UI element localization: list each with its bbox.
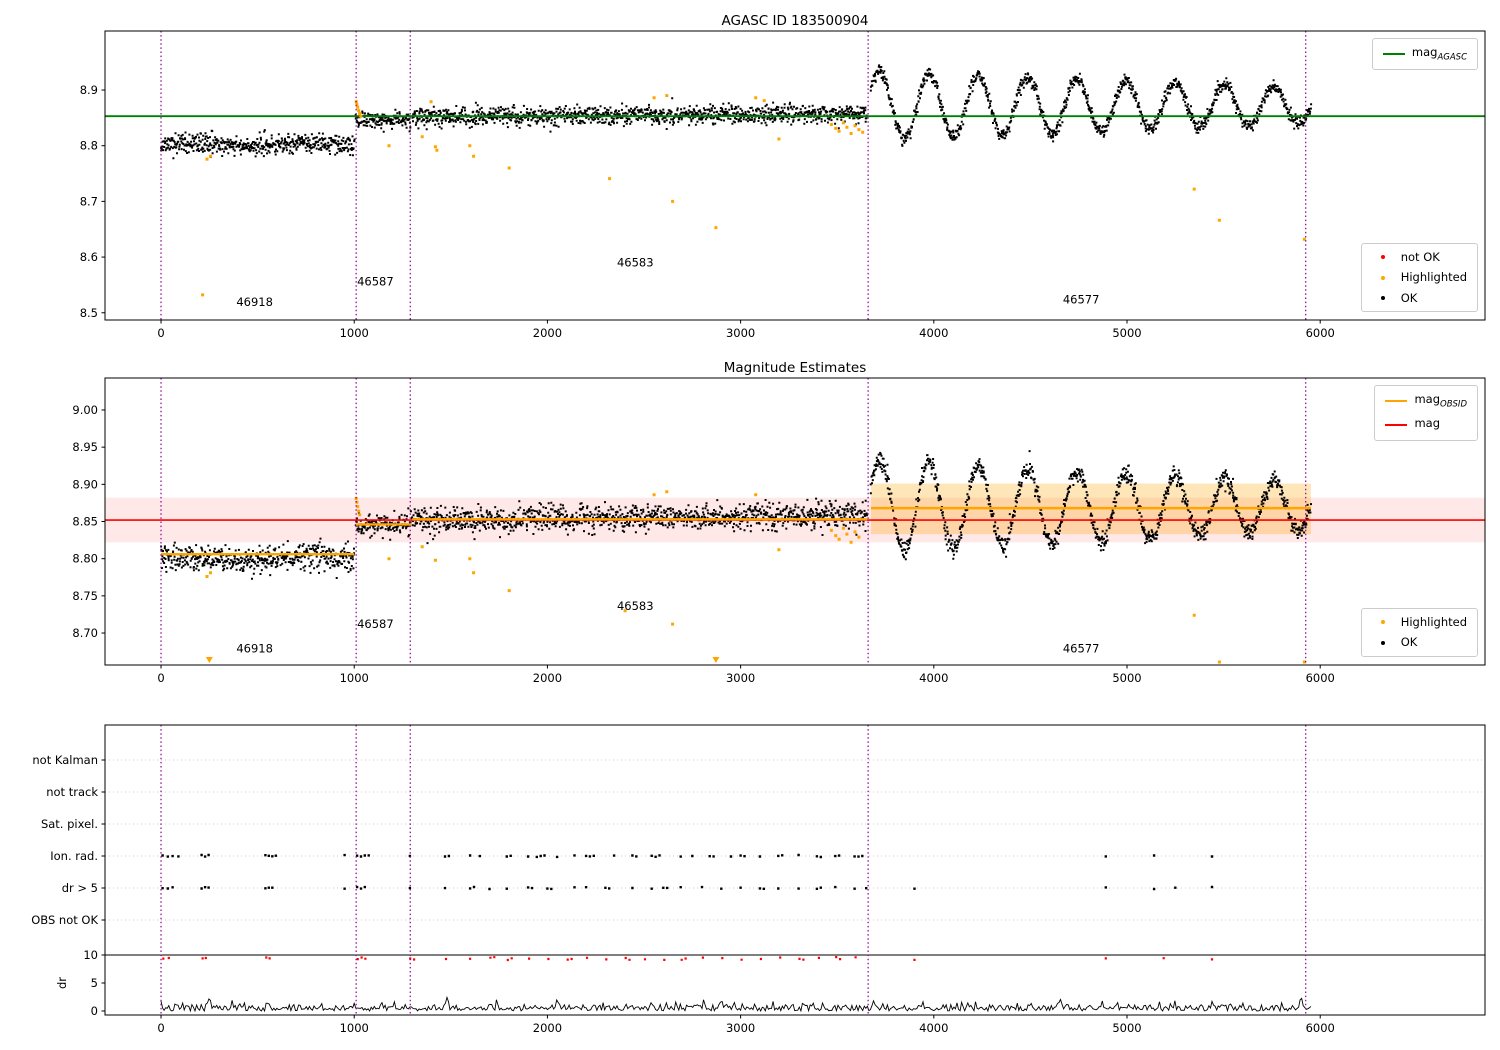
legend-label: magAGASC (1412, 45, 1467, 63)
svg-text:10: 10 (83, 948, 98, 962)
svg-text:46587: 46587 (357, 274, 394, 288)
legend-item-ok: OK (1372, 635, 1467, 649)
svg-text:1000: 1000 (340, 326, 369, 340)
highlighted-dot-swatch (1380, 620, 1385, 625)
svg-text:6000: 6000 (1306, 1021, 1335, 1035)
mag-agasc-line-swatch (1382, 52, 1405, 55)
highlighted-dot-swatch (1380, 275, 1385, 280)
mag-line-swatch (1385, 423, 1408, 426)
ok-dot-swatch (1380, 295, 1385, 300)
legend-label-text: not OK (1400, 250, 1440, 264)
not-ok-dot-swatch (1380, 255, 1385, 260)
plot2: 46918 46587 46583 46577 0 1000 2000 3000 4000 500… (72, 377, 1486, 685)
svg-text:5: 5 (91, 976, 98, 990)
legend-mag-agasc: magAGASC (1371, 38, 1478, 70)
legend-item-mag-obsid: magOBSID (1385, 392, 1467, 410)
legend-point-types-plot2: Highlighted OK (1360, 608, 1478, 657)
svg-text:46583: 46583 (617, 599, 654, 613)
svg-text:46577: 46577 (1063, 292, 1100, 306)
svg-text:1000: 1000 (340, 1021, 369, 1035)
svg-text:5000: 5000 (1112, 326, 1141, 340)
svg-text:4000: 4000 (919, 1021, 948, 1035)
svg-text:3000: 3000 (726, 671, 755, 685)
svg-text:0: 0 (91, 1004, 98, 1018)
legend-item-highlighted: Highlighted (1372, 270, 1467, 284)
mag-obsid-line-swatch (1385, 399, 1408, 402)
svg-text:9.00: 9.00 (72, 403, 98, 417)
legend-item-ok: OK (1372, 291, 1467, 305)
svg-text:8.6: 8.6 (80, 250, 98, 264)
legend-label-text: Highlighted (1400, 270, 1467, 285)
legend-item-highlighted: Highlighted (1372, 615, 1467, 629)
svg-text:Ion. rad.: Ion. rad. (50, 849, 98, 863)
svg-text:8.95: 8.95 (72, 440, 98, 454)
legend-label-text: OK (1400, 290, 1418, 305)
svg-text:0: 0 (157, 671, 164, 685)
legend-item-mag: mag (1385, 416, 1467, 434)
svg-text:46587: 46587 (357, 617, 394, 631)
svg-text:OBS not OK: OBS not OK (31, 913, 98, 927)
svg-text:dr > 5: dr > 5 (62, 881, 98, 895)
svg-text:46583: 46583 (617, 256, 654, 270)
svg-text:8.90: 8.90 (72, 477, 98, 491)
legend-item-mag-agasc: magAGASC (1382, 45, 1467, 63)
svg-text:2000: 2000 (533, 326, 562, 340)
plot1: 46918 46587 46583 46577 0 1000 2000 3000 4000 500… (80, 30, 1486, 340)
svg-text:not Kalman: not Kalman (32, 753, 98, 767)
svg-text:3000: 3000 (726, 326, 755, 340)
svg-text:Sat. pixel.: Sat. pixel. (41, 817, 98, 831)
legend-label-text: OK (1400, 635, 1418, 650)
plot2-title: Magnitude Estimates (723, 360, 867, 376)
plot1-title: AGASC ID 183500904 (721, 13, 869, 29)
legend-label-sub: OBSID (1440, 399, 1467, 410)
svg-text:3000: 3000 (726, 1021, 755, 1035)
plot3-flags: not Kalman not track Sat. pixel. Ion. rad. d… (31, 724, 1486, 1035)
svg-text:46918: 46918 (236, 641, 273, 655)
svg-text:6000: 6000 (1306, 326, 1335, 340)
legend-item-not-ok: not OK (1372, 250, 1467, 264)
svg-text:1000: 1000 (340, 671, 369, 685)
svg-text:2000: 2000 (533, 671, 562, 685)
svg-text:5000: 5000 (1112, 671, 1141, 685)
svg-text:5000: 5000 (1112, 1021, 1141, 1035)
legend-label-text: mag (1414, 415, 1441, 430)
legend-label-text: mag (1414, 392, 1441, 406)
svg-text:4000: 4000 (919, 671, 948, 685)
svg-text:6000: 6000 (1306, 671, 1335, 685)
svg-text:8.9: 8.9 (80, 83, 98, 97)
svg-text:8.80: 8.80 (72, 552, 98, 566)
legend-label-text: Highlighted (1400, 615, 1467, 629)
svg-text:8.5: 8.5 (80, 306, 98, 320)
svg-text:8.8: 8.8 (80, 139, 98, 153)
svg-text:0: 0 (157, 1021, 164, 1035)
legend-label-text: mag (1411, 45, 1438, 59)
ok-dot-swatch (1380, 640, 1385, 645)
svg-text:not track: not track (46, 785, 98, 799)
svg-text:dr: dr (55, 977, 69, 989)
legend-mag-lines-plot2: magOBSID mag (1374, 385, 1478, 441)
svg-text:8.7: 8.7 (80, 194, 98, 208)
legend-label: mag (1414, 416, 1440, 434)
svg-text:46577: 46577 (1063, 641, 1100, 655)
legend-label-sub: AGASC (1437, 52, 1467, 63)
svg-text:8.75: 8.75 (72, 589, 98, 603)
svg-text:8.70: 8.70 (72, 626, 98, 640)
svg-text:4000: 4000 (919, 326, 948, 340)
legend-label: magOBSID (1414, 392, 1467, 410)
svg-text:46918: 46918 (236, 295, 273, 309)
svg-text:8.85: 8.85 (72, 515, 98, 529)
svg-text:0: 0 (157, 326, 164, 340)
legend-point-types-plot1: not OK Highlighted OK (1360, 243, 1478, 313)
svg-text:2000: 2000 (533, 1021, 562, 1035)
